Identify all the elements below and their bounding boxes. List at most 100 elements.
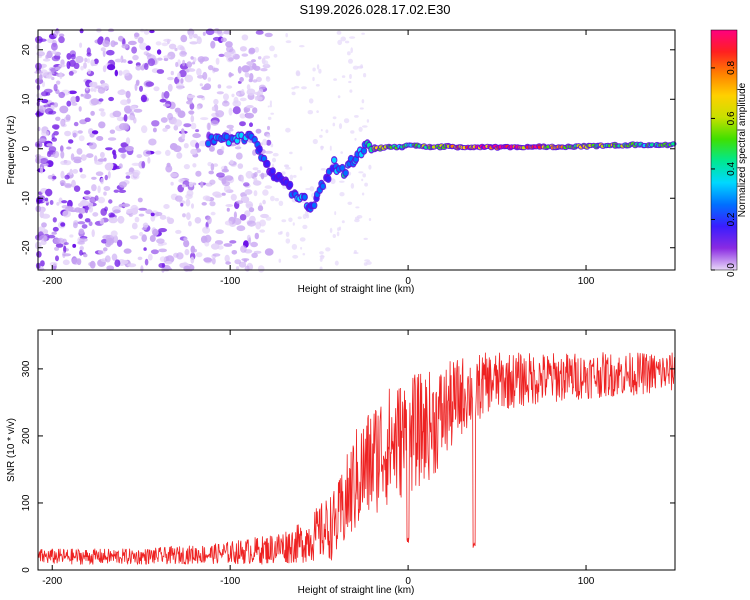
noise-blob	[195, 142, 200, 149]
noise-blob	[358, 171, 364, 174]
noise-blob	[62, 259, 70, 266]
noise-blob	[149, 235, 156, 242]
noise-blob	[216, 29, 223, 35]
ridge-point	[312, 202, 317, 208]
noise-blob	[51, 133, 55, 140]
noise-blob	[246, 65, 255, 71]
noise-blob	[131, 46, 138, 54]
noise-blob	[194, 217, 202, 224]
noise-blob	[107, 64, 116, 71]
noise-blob	[183, 143, 189, 149]
noise-blob	[299, 237, 306, 242]
noise-blob	[58, 64, 66, 68]
ridge-point	[671, 142, 676, 146]
noise-blob	[73, 121, 79, 127]
noise-blob	[71, 179, 76, 188]
noise-blob	[165, 124, 171, 130]
spectrogram-noise	[34, 28, 374, 273]
noise-blob	[332, 234, 336, 238]
noise-blob	[330, 178, 336, 185]
noise-blob	[264, 60, 269, 66]
noise-blob	[186, 61, 193, 68]
noise-blob	[285, 166, 291, 170]
noise-blob	[123, 114, 128, 122]
noise-blob	[267, 125, 270, 131]
noise-blob	[60, 222, 66, 227]
noise-blob	[84, 57, 88, 63]
noise-blob	[188, 110, 195, 115]
noise-blob	[221, 146, 225, 151]
noise-blob	[65, 205, 74, 212]
noise-blob	[91, 229, 95, 238]
noise-blob	[98, 108, 105, 112]
noise-blob	[201, 56, 209, 62]
noise-blob	[155, 150, 162, 155]
noise-blob	[127, 115, 135, 121]
ridge-point	[361, 148, 367, 154]
colorbar-tick-label: 0.0	[726, 263, 737, 277]
noise-blob	[83, 190, 91, 195]
noise-blob	[159, 256, 167, 262]
noise-blob	[76, 148, 83, 155]
noise-blob	[120, 89, 125, 93]
noise-blob	[284, 165, 289, 167]
noise-blob	[229, 128, 234, 132]
noise-blob	[349, 89, 353, 93]
noise-blob	[170, 181, 174, 186]
noise-blob	[87, 68, 91, 75]
noise-blob	[244, 198, 248, 203]
noise-blob	[105, 237, 114, 246]
noise-blob	[121, 203, 131, 208]
noise-blob	[182, 261, 188, 267]
noise-blob	[211, 106, 215, 111]
noise-blob	[293, 174, 297, 178]
noise-blob	[38, 105, 44, 112]
noise-blob	[105, 147, 113, 151]
noise-blob	[192, 248, 197, 253]
noise-blob	[183, 164, 190, 170]
noise-blob	[191, 203, 194, 209]
noise-blob	[192, 61, 196, 65]
noise-blob	[165, 149, 171, 156]
noise-blob	[340, 36, 347, 42]
noise-blob	[291, 91, 296, 96]
noise-blob	[52, 175, 57, 180]
noise-blob	[34, 141, 43, 148]
noise-blob	[59, 71, 63, 80]
noise-blob	[254, 96, 259, 101]
noise-blob	[149, 30, 155, 34]
noise-blob	[83, 93, 90, 99]
spectrogram-ridge	[205, 130, 677, 213]
noise-blob	[235, 152, 243, 160]
noise-blob	[141, 234, 147, 243]
noise-blob	[91, 130, 99, 135]
noise-blob	[319, 266, 323, 271]
noise-blob	[107, 171, 111, 179]
noise-blob	[223, 51, 232, 58]
noise-blob	[199, 83, 203, 87]
noise-blob	[186, 100, 193, 105]
noise-blob	[316, 110, 319, 113]
noise-blob	[225, 261, 231, 265]
noise-blob	[245, 170, 253, 179]
noise-blob	[83, 62, 87, 69]
noise-blob	[285, 40, 292, 44]
noise-blob	[270, 195, 275, 202]
noise-blob	[156, 238, 165, 244]
noise-blob	[212, 253, 221, 257]
noise-blob	[168, 43, 177, 50]
noise-blob	[169, 143, 178, 151]
noise-blob	[320, 168, 326, 171]
noise-blob	[361, 99, 365, 104]
noise-blob	[45, 92, 51, 96]
noise-blob	[239, 46, 247, 52]
noise-blob	[260, 68, 268, 72]
noise-blob	[55, 116, 61, 122]
noise-blob	[262, 189, 269, 196]
noise-blob	[177, 72, 181, 80]
noise-blob	[215, 229, 224, 234]
noise-blob	[91, 176, 97, 180]
noise-blob	[173, 119, 183, 127]
noise-blob	[325, 129, 329, 134]
noise-blob	[40, 260, 45, 267]
